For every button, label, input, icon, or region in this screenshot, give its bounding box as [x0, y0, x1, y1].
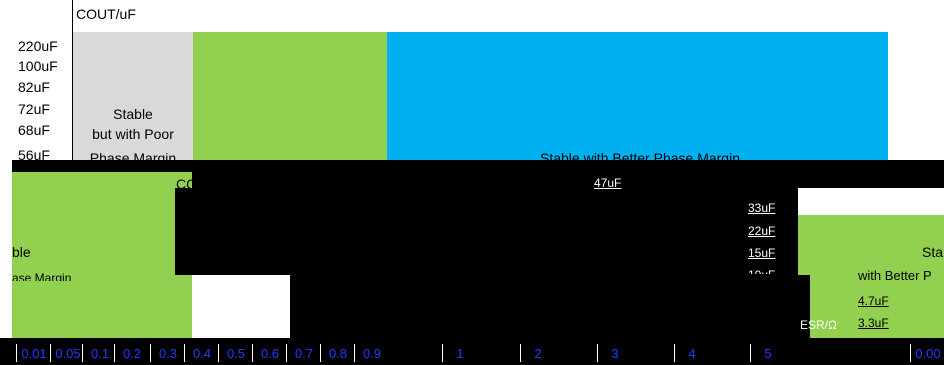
- cap-label: 22uF: [748, 224, 776, 238]
- cap-label: 10uF: [748, 268, 775, 274]
- cap-label: 33uF: [748, 201, 776, 215]
- x-tick-label: 0.5: [226, 346, 246, 361]
- x-tick-separator: [252, 344, 253, 362]
- x-tick-separator: [218, 344, 219, 362]
- x-tick-separator: [674, 344, 675, 362]
- cap-label: 3.3uF: [858, 316, 889, 330]
- x-tick-label: 0.2: [122, 346, 142, 361]
- cap-label: 15uF: [748, 246, 776, 260]
- right-region-text: with Better P: [858, 268, 932, 282]
- esr-axis-label: ESR/Ω: [800, 318, 837, 332]
- cap-label: 47uF: [594, 176, 622, 190]
- x-tick-label: 0.9: [362, 346, 382, 361]
- x-tick-label: 3: [611, 346, 619, 361]
- x-tick-separator: [184, 344, 185, 362]
- x-tick-separator: [50, 344, 51, 362]
- x-tick-label: 0.4: [192, 346, 212, 361]
- x-tick-label: 0.05: [55, 346, 81, 361]
- y-tick-label: 100uF: [18, 58, 58, 74]
- right-region-text: Sta: [922, 244, 944, 260]
- x-tick-separator: [597, 344, 598, 362]
- chart-title: COUT/uF: [76, 6, 136, 22]
- x-tick-separator: [750, 344, 751, 362]
- x-tick-label: 0.3: [158, 346, 178, 361]
- x-tick-separator: [442, 344, 443, 362]
- x-tick-separator: [354, 344, 355, 362]
- region-green: [798, 215, 944, 338]
- y-tick-label: 56uF: [18, 147, 50, 160]
- y-tick-label: 82uF: [18, 79, 50, 95]
- cap-label: 4.7uF: [858, 294, 889, 308]
- x-tick-label: 2: [534, 346, 542, 361]
- x-tick-separator: [82, 344, 83, 362]
- region-label-line: Stable with Better Phase Margin: [540, 150, 740, 160]
- region-label-line: but with Poor: [92, 126, 174, 142]
- black-block: [175, 188, 695, 275]
- lower-panel-title: COUT+10uF low ESR: [176, 176, 314, 192]
- x-tick-label: 4: [688, 346, 696, 361]
- x-tick-label: 0.8: [328, 346, 348, 361]
- x-tick-separator: [320, 344, 321, 362]
- x-tick-label: 0.01: [21, 346, 47, 361]
- x-tick-separator: [520, 344, 521, 362]
- x-tick-label: 0.7: [294, 346, 314, 361]
- y-axis-line: [72, 0, 73, 160]
- x-tick-separator: [114, 344, 115, 362]
- region-label-line: Stable: [113, 106, 153, 122]
- y-tick-label: 68uF: [18, 122, 50, 138]
- x-tick-label: 5: [764, 346, 772, 361]
- x-axis-band: [0, 338, 944, 365]
- x-tick-label: 0.1: [90, 346, 110, 361]
- region-gray: [73, 32, 193, 160]
- x-tick-label: 1: [456, 346, 464, 361]
- black-block: [695, 188, 798, 338]
- left-region-text: ase Margin: [12, 271, 72, 281]
- x-tick-label: 0.00: [915, 346, 941, 361]
- y-tick-label: 220uF: [18, 38, 58, 54]
- black-block: [520, 160, 800, 188]
- x-tick-separator: [286, 344, 287, 362]
- region-blue: [387, 32, 888, 160]
- x-tick-separator: [910, 344, 911, 362]
- x-tick-separator: [16, 344, 17, 362]
- region-green: [12, 172, 192, 338]
- region-label-line: Phase Margin: [89, 150, 177, 160]
- left-region-text: ble: [12, 244, 31, 260]
- x-tick-separator: [150, 344, 151, 362]
- y-tick-label: 72uF: [18, 101, 50, 117]
- region-green: [193, 32, 387, 160]
- x-tick-label: 0.6: [260, 346, 280, 361]
